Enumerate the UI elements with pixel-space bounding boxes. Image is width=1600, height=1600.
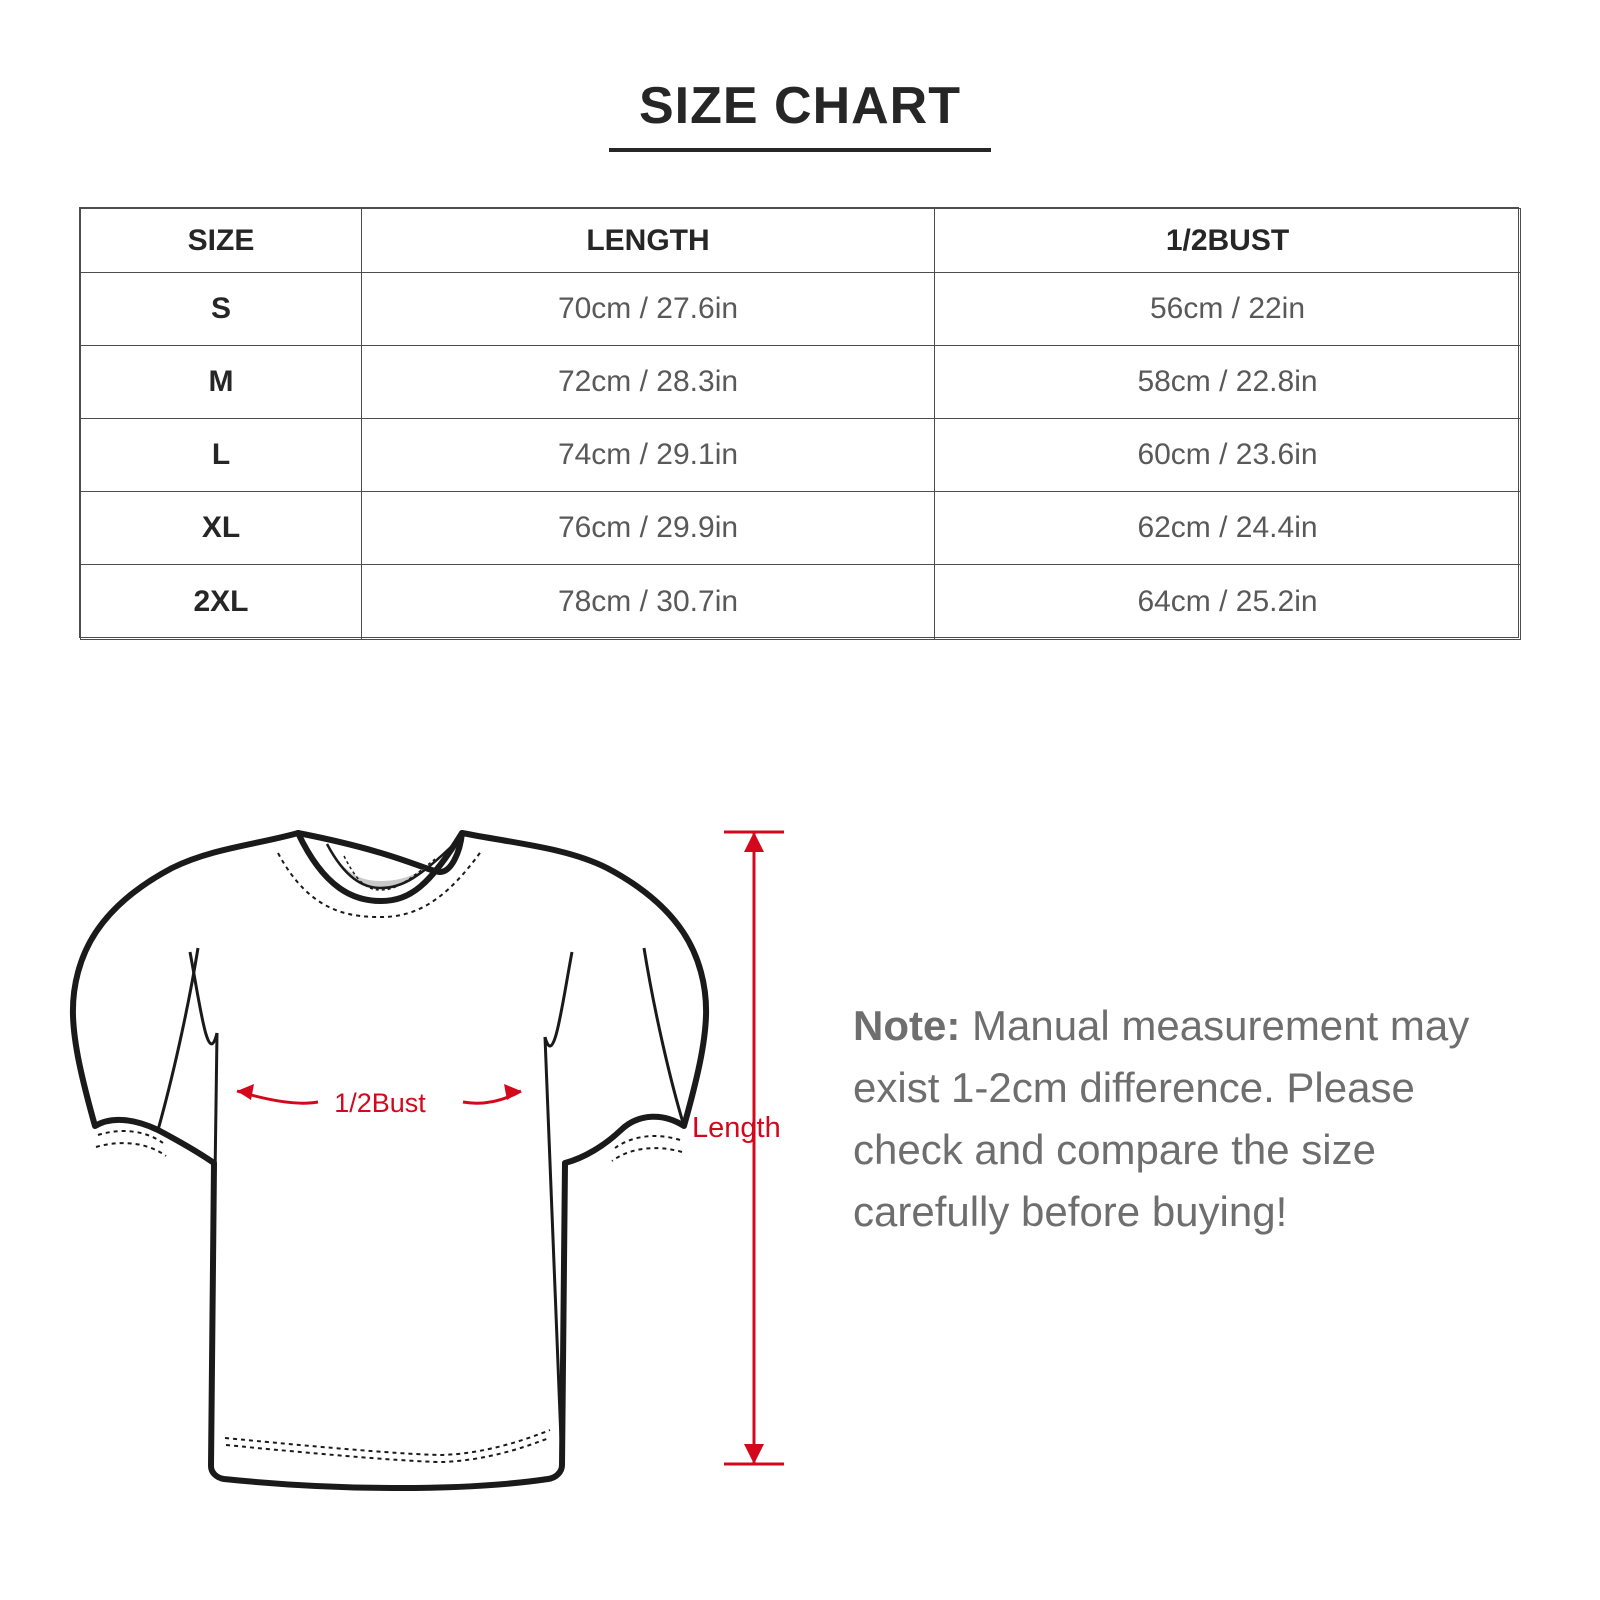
svg-text:1/2Bust: 1/2Bust [334, 1088, 426, 1118]
